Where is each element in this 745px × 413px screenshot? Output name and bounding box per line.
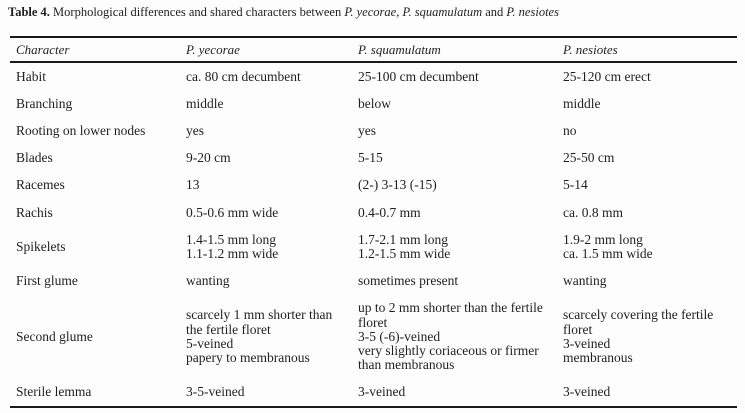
cell: 3-5-veined: [186, 384, 245, 400]
cell: 3-veined: [563, 384, 611, 400]
cell: (2-) 3-13 (-15): [358, 177, 437, 193]
row-label: Racemes: [16, 177, 65, 193]
row-label: Branching: [16, 95, 73, 111]
cell: 1.7-2.1 mm long 1.2-1.5 mm wide: [358, 231, 451, 261]
cell: ca. 0.8 mm: [563, 204, 623, 220]
cell: scarcely covering the fertile floret 3-v…: [563, 307, 714, 366]
table-caption: Table 4. Morphological differences and s…: [8, 5, 559, 19]
header-row: Character P. yecorae P. squamulatum P. n…: [10, 37, 737, 63]
column-header-nesiotes: P. nesiotes: [557, 37, 737, 63]
species-name-squamulatum: P. squamulatum: [402, 5, 483, 19]
cell: 3-veined: [358, 384, 406, 400]
column-header-squamulatum: P. squamulatum: [352, 37, 557, 63]
cell: 9-20 cm: [186, 150, 231, 166]
cell: up to 2 mm shorter than the fertile flor…: [358, 300, 543, 373]
cell: 13: [186, 177, 200, 193]
species-name-nesiotes: P. nesiotes: [506, 5, 559, 19]
cell: middle: [563, 95, 601, 111]
row-label: Rachis: [16, 204, 53, 220]
table-row-sterile-lemma: Sterile lemma 3-5-veined 3-veined 3-vein…: [10, 379, 737, 407]
table-row-racemes: Racemes 13 (2-) 3-13 (-15) 5-14: [10, 172, 737, 199]
table-row-blades: Blades 9-20 cm 5-15 25-50 cm: [10, 145, 737, 172]
row-label: Habit: [16, 68, 46, 84]
table-row-second-glume: Second glume scarcely 1 mm shorter than …: [10, 295, 737, 379]
row-label: Blades: [16, 150, 53, 166]
table-row-spikelets: Spikelets 1.4-1.5 mm long 1.1-1.2 mm wid…: [10, 226, 737, 267]
cell: middle: [186, 95, 224, 111]
cell: 25-50 cm: [563, 150, 615, 166]
table-row-branching: Branching middle below middle: [10, 90, 737, 117]
column-header-character: Character: [10, 37, 180, 63]
cell: below: [358, 95, 391, 111]
table-caption-number: Table 4.: [8, 5, 50, 19]
row-label: Rooting on lower nodes: [16, 122, 146, 138]
cell: 5-15: [358, 150, 383, 166]
morphology-comparison-table: Character P. yecorae P. squamulatum P. n…: [10, 36, 737, 409]
table-row-first-glume: First glume wanting sometimes present wa…: [10, 268, 737, 295]
cell: wanting: [186, 273, 230, 289]
row-label: Sterile lemma: [16, 384, 92, 400]
cell: 0.5-0.6 mm wide: [186, 204, 279, 220]
cell: yes: [358, 122, 376, 138]
cell: 0.4-0.7 mm: [358, 204, 421, 220]
row-label: Second glume: [16, 328, 93, 344]
column-header-yecorae: P. yecorae: [180, 37, 352, 63]
cell: sometimes present: [358, 273, 459, 289]
table-row-rachis: Rachis 0.5-0.6 mm wide 0.4-0.7 mm ca. 0.…: [10, 199, 737, 226]
cell: wanting: [563, 273, 607, 289]
cell: ca. 80 cm decumbent: [186, 68, 301, 84]
species-name-yecorae: P. yecorae: [344, 5, 397, 19]
cell: 1.9-2 mm long ca. 1.5 mm wide: [563, 231, 653, 261]
table-row-rooting: Rooting on lower nodes yes yes no: [10, 117, 737, 144]
row-label: Spikelets: [16, 238, 66, 254]
cell: scarcely 1 mm shorter than the fertile f…: [186, 307, 333, 366]
cell: 1.4-1.5 mm long 1.1-1.2 mm wide: [186, 231, 279, 261]
cell: no: [563, 122, 577, 138]
row-label: First glume: [16, 273, 78, 289]
table-caption-text: Morphological differences and shared cha…: [49, 5, 345, 19]
cell: yes: [186, 122, 204, 138]
table-row-habit: Habit ca. 80 cm decumbent 25-100 cm decu…: [10, 62, 737, 90]
cell: 25-100 cm decumbent: [358, 68, 479, 84]
cell: 5-14: [563, 177, 588, 193]
cell: 25-120 cm erect: [563, 68, 651, 84]
